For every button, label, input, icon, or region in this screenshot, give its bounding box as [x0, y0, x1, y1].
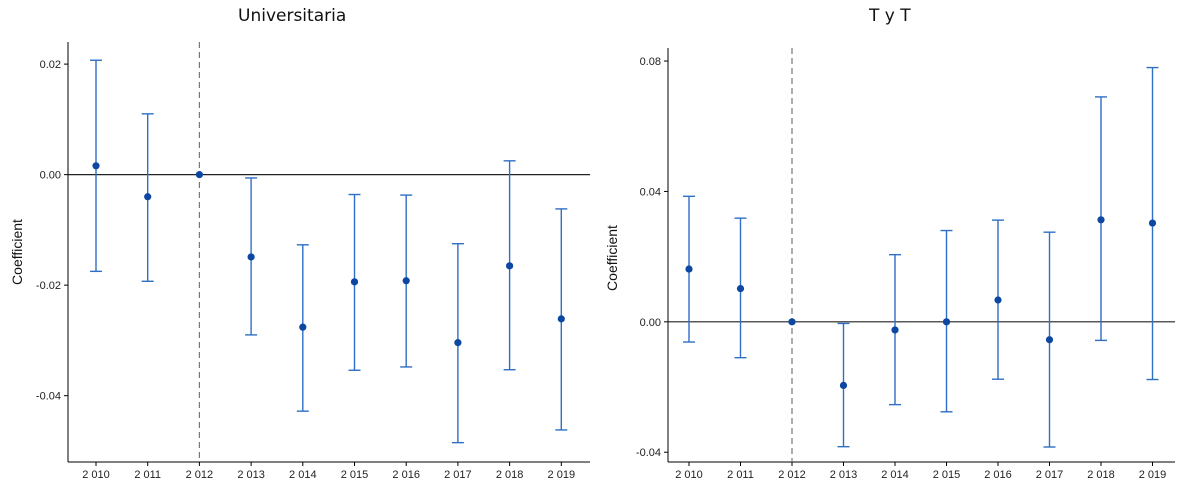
- tyt-x-tick-label: 2 018: [1087, 469, 1115, 481]
- univ-x-tick-label: 2 013: [237, 469, 265, 481]
- univ-x-tick-label: 2 014: [289, 469, 317, 481]
- tyt-x-tick-label: 2 015: [933, 469, 961, 481]
- univ-x-tick-label: 2 018: [496, 469, 524, 481]
- tyt-point: [1148, 219, 1157, 227]
- univ-point: [402, 277, 410, 285]
- tyt-x-tick-label: 2 013: [830, 469, 858, 481]
- tyt-x-tick-label: 2 010: [675, 469, 703, 481]
- univ-x-tick-label: 2 012: [186, 469, 214, 481]
- univ-x-tick-label: 2 019: [548, 469, 576, 481]
- tyt-y-tick-label: 0.08: [640, 56, 661, 68]
- univ-point: [506, 262, 514, 270]
- univ-x-tick-label: 2 010: [82, 469, 110, 481]
- tyt-x-tick-label: 2 016: [984, 469, 1012, 481]
- tyt-point: [1045, 336, 1054, 344]
- tyt-x-tick-label: 2 017: [1036, 469, 1064, 481]
- tyt-point: [685, 265, 693, 273]
- tyt-x-tick-label: 2 014: [881, 469, 909, 481]
- univ-point: [557, 315, 565, 323]
- univ-x-tick-label: 2 017: [444, 469, 472, 481]
- chart-title-tyt: T y T: [869, 6, 911, 26]
- tyt-point: [788, 318, 796, 326]
- tyt-y-tick-label: 0.00: [640, 317, 661, 329]
- tyt-x-tick-label: 2 019: [1139, 469, 1167, 481]
- tyt-point: [994, 296, 1002, 304]
- univ-y-axis-label: Coefficient: [9, 219, 25, 285]
- univ-y-tick-label: 0.00: [40, 170, 61, 182]
- tyt-x-tick-label: 2 012: [778, 469, 806, 481]
- chart-title-universitaria: Universitaria: [238, 6, 347, 26]
- tyt-point: [736, 284, 745, 293]
- tyt-point: [1097, 216, 1105, 224]
- univ-point: [299, 323, 307, 331]
- tyt-point: [891, 326, 899, 334]
- univ-y-tick-label: -0.02: [36, 280, 61, 292]
- univ-point: [92, 162, 100, 170]
- univ-point: [195, 171, 203, 179]
- univ-x-tick-label: 2 015: [341, 469, 369, 481]
- tyt-point: [942, 318, 951, 326]
- univ-y-tick-label: 0.02: [40, 59, 61, 71]
- univ-point: [144, 193, 152, 201]
- tyt-point: [839, 381, 848, 389]
- univ-x-tick-label: 2 016: [392, 469, 420, 481]
- tyt-y-tick-label: -0.04: [636, 447, 661, 459]
- univ-point: [247, 253, 255, 261]
- univ-point: [350, 278, 359, 286]
- tyt-y-axis-label: Coefficient: [604, 225, 620, 291]
- univ-point: [454, 339, 462, 347]
- tyt-x-tick-label: 2 011: [727, 469, 754, 481]
- univ-y-tick-label: -0.04: [36, 391, 61, 403]
- univ-x-tick-label: 2 011: [134, 469, 161, 481]
- tyt-y-tick-label: 0.04: [640, 186, 661, 198]
